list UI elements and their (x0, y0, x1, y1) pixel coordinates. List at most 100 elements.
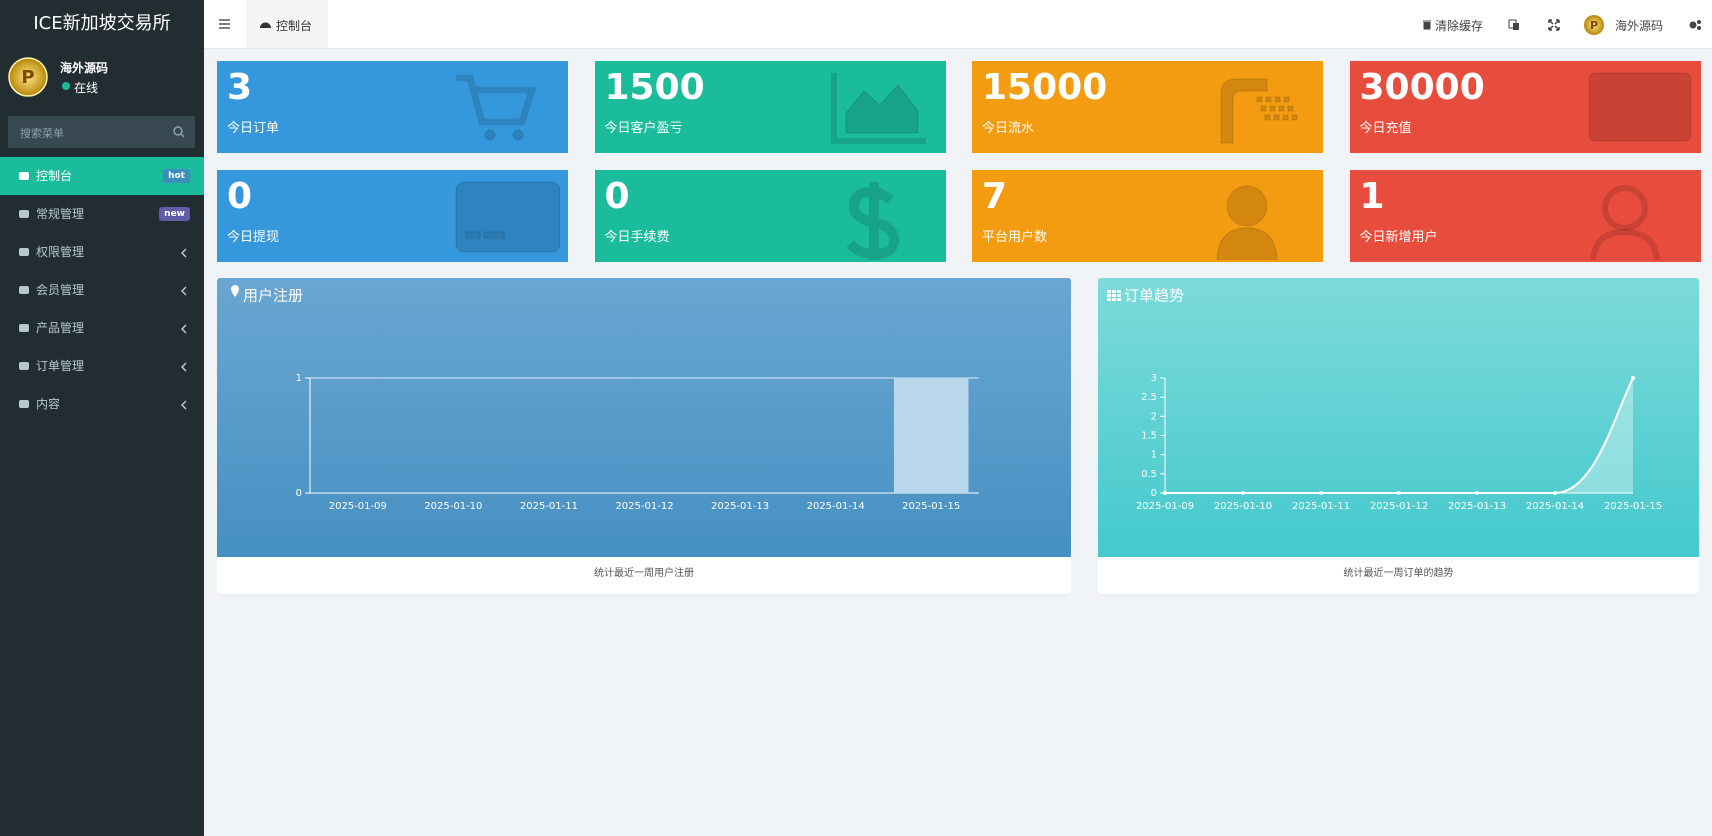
point (1553, 491, 1557, 495)
translate-icon[interactable] (1508, 19, 1520, 31)
stat-box: 3 今日订单 (217, 61, 568, 153)
stat-value: 15000 (982, 67, 1108, 108)
x-tick-label: 2025-01-09 (1136, 501, 1194, 512)
point (1397, 491, 1401, 495)
title-icon (1112, 290, 1116, 293)
stat-icon (1216, 185, 1278, 260)
y-tick-label: 0 (1151, 488, 1157, 499)
x-tick-label: 2025-01-15 (902, 501, 960, 512)
x-tick-label: 2025-01-09 (329, 501, 387, 512)
menu-chevron (180, 324, 187, 334)
status-dot (62, 82, 70, 90)
menu-chevron (180, 362, 187, 372)
menu-badge: new (159, 207, 190, 221)
search-placeholder: 搜索菜单 (20, 127, 64, 140)
stat-box: 0 今日提现 (217, 170, 568, 262)
stat-icon (455, 181, 560, 253)
menu-item[interactable]: 内容 (0, 385, 204, 423)
stat-label: 平台用户数 (982, 230, 1048, 245)
stat-label: 今日手续费 (604, 230, 670, 245)
brand[interactable]: ICE新加坡交易所 (33, 13, 171, 34)
stat-label: 今日流水 (982, 121, 1035, 136)
x-tick-label: 2025-01-10 (1214, 501, 1272, 512)
menu-item[interactable]: 常规管理 new (0, 195, 204, 233)
title-icon (1112, 294, 1116, 297)
y-tick-label: 2.5 (1141, 392, 1157, 403)
chart-title: 订单趋势 (1124, 287, 1184, 305)
y-tick-label: 3 (1151, 373, 1157, 384)
menu-item[interactable]: 权限管理 (0, 233, 204, 271)
stat-icon (456, 74, 537, 141)
stat-icon (1220, 78, 1298, 144)
stat-box: 30000 今日充值 (1349, 61, 1701, 153)
stat-box: 1500 今日客户盈亏 (594, 61, 946, 153)
x-tick-label: 2025-01-14 (1526, 501, 1584, 512)
sidebar: ICE新加坡交易所 P 海外源码 在线 搜索菜单 控制台 hot 常规管理 new 权限… (0, 0, 204, 836)
point (1475, 491, 1479, 495)
fullscreen-icon[interactable] (1548, 19, 1560, 31)
chart-footer: 统计最近一周用户注册 (594, 566, 694, 579)
x-tick-label: 2025-01-12 (615, 501, 673, 512)
menu-label: 订单管理 (36, 359, 85, 373)
title-icon (231, 285, 239, 297)
menu-badge: hot (163, 169, 190, 183)
menu-icon (19, 248, 29, 256)
menu-item[interactable]: 产品管理 (0, 309, 204, 347)
menu-icon-shape (19, 400, 29, 408)
menu-icon-shape (19, 248, 29, 256)
menu-item[interactable]: 订单管理 (0, 347, 204, 385)
stat-icon (1589, 185, 1660, 260)
stat-value: 0 (227, 176, 253, 217)
menu-icon (19, 324, 29, 332)
top-bar: 控制台 清除缓存 P 海外源码 (204, 0, 1712, 49)
stat-value: 3 (227, 67, 253, 108)
menu-label: 控制台 (36, 169, 73, 183)
stat-label: 今日订单 (227, 121, 280, 136)
stat-value: 1 (1359, 176, 1385, 217)
stat-box: 15000 今日流水 (972, 61, 1323, 153)
header-user[interactable]: 海外源码 (1615, 19, 1664, 33)
menu-item[interactable]: 会员管理 (0, 271, 204, 309)
title-icon (1112, 298, 1116, 301)
header-avatar[interactable]: P (1583, 14, 1605, 36)
menu-icon (19, 210, 29, 218)
stat-box: 0 今日手续费 (594, 170, 946, 262)
title-icon (1107, 294, 1111, 297)
stat-label: 今日充值 (1359, 121, 1412, 136)
menu-toggle[interactable] (218, 17, 232, 31)
chart-panel: 用户注册 统计最近一周用户注册 0 1 2025-01-09 2025-01-10 2025… (217, 278, 1071, 594)
clear-cache[interactable]: 清除缓存 (1435, 19, 1484, 33)
stat-value: 30000 (1359, 67, 1485, 108)
menu-chevron (180, 286, 187, 296)
stat-box: 7 平台用户数 (972, 170, 1323, 262)
menu-item[interactable]: 控制台 hot (0, 157, 204, 195)
x-tick-label: 2025-01-10 (424, 501, 482, 512)
stat-icon (845, 182, 899, 260)
stat-value: 1500 (604, 67, 705, 108)
x-tick-label: 2025-01-13 (1448, 501, 1506, 512)
menu-icon-shape (19, 210, 29, 218)
chart-panel: 订单趋势 统计最近一周订单的趋势 0 0.5 1 1.5 2 2.5 3 2025-01-09 20… (1098, 278, 1699, 594)
search-box[interactable]: 搜索菜单 (8, 116, 195, 148)
tab-icon (260, 22, 271, 28)
tab[interactable]: 控制台 (246, 0, 328, 48)
stat-label: 今日新增用户 (1359, 230, 1438, 245)
user-name: 海外源码 (60, 61, 109, 75)
x-tick-label: 2025-01-15 (1604, 501, 1662, 512)
bar (893, 378, 969, 493)
title-icon (1117, 294, 1121, 297)
y-tick-label: 1.5 (1141, 431, 1157, 442)
x-tick-label: 2025-01-13 (711, 501, 769, 512)
title-icon (1117, 290, 1121, 293)
chevron (180, 362, 187, 372)
menu-icon-shape (19, 172, 29, 180)
menu-chevron (180, 248, 187, 258)
chart-footer: 统计最近一周订单的趋势 (1344, 566, 1454, 579)
settings-icon[interactable] (1688, 19, 1702, 31)
x-tick-label: 2025-01-11 (1292, 501, 1350, 512)
svg-text:P: P (1590, 19, 1598, 32)
menu-label: 内容 (36, 397, 61, 411)
